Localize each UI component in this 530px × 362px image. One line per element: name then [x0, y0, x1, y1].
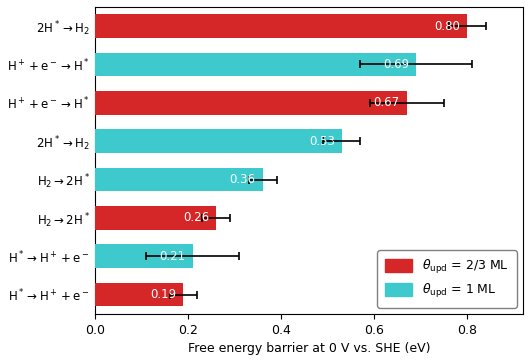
Text: 0.80: 0.80 [435, 20, 460, 33]
Bar [95, 14, 467, 38]
Text: 0.36: 0.36 [229, 173, 255, 186]
X-axis label: Free energy barrier at 0 V vs. SHE (eV): Free energy barrier at 0 V vs. SHE (eV) [188, 342, 430, 355]
Bar [95, 283, 183, 307]
Bar [95, 168, 262, 191]
Bar [95, 206, 216, 230]
Bar [95, 91, 407, 115]
Text: 0.69: 0.69 [383, 58, 409, 71]
Text: 0.26: 0.26 [183, 211, 209, 224]
Text: 0.53: 0.53 [309, 135, 334, 148]
Text: 0.21: 0.21 [160, 250, 186, 263]
Legend: $\theta_{\mathrm{upd}}$ = 2/3 ML, $\theta_{\mathrm{upd}}$ = 1 ML: $\theta_{\mathrm{upd}}$ = 2/3 ML, $\thet… [377, 250, 517, 308]
Bar [95, 244, 193, 268]
Bar [95, 52, 416, 76]
Text: 0.67: 0.67 [374, 96, 400, 109]
Text: 0.19: 0.19 [151, 288, 176, 301]
Bar [95, 129, 342, 153]
